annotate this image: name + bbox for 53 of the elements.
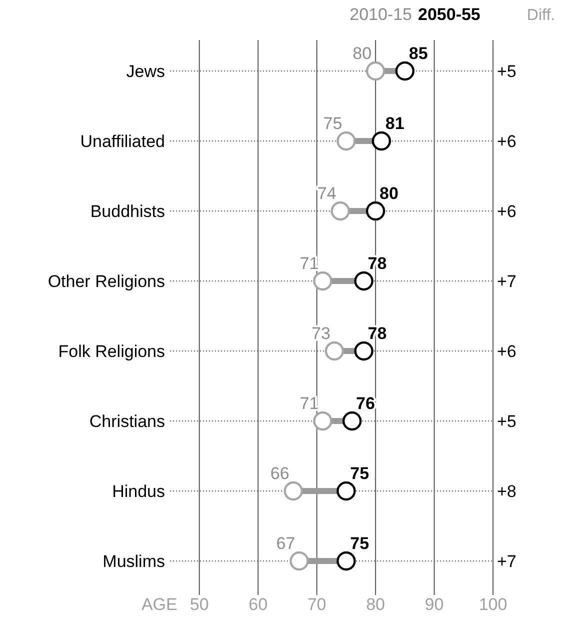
point	[366, 201, 386, 221]
point	[372, 131, 392, 151]
point	[313, 411, 332, 431]
text: +7	[497, 272, 516, 291]
y-tick-label: Christians	[89, 412, 165, 431]
data-label: 85	[408, 44, 428, 63]
text: 2010-15	[350, 5, 412, 24]
x-tick-label: 50	[190, 595, 209, 614]
x-tick-label: 60	[248, 595, 268, 614]
text: +8	[497, 482, 516, 501]
data-label: 80	[352, 44, 372, 63]
y-tick-label: Other Religions	[48, 272, 165, 291]
y-tick-label: Buddhists	[90, 202, 165, 221]
x-axis-title: AGE	[141, 595, 178, 614]
y-tick-label: Folk Religions	[58, 342, 165, 361]
point	[354, 271, 374, 291]
text: Diff.	[526, 7, 556, 24]
data-label: 74	[317, 184, 336, 203]
data-label: 75	[350, 464, 370, 483]
text: +7	[497, 552, 516, 571]
point	[354, 341, 374, 361]
point	[324, 341, 344, 361]
point	[395, 61, 415, 81]
data-label: 80	[380, 184, 398, 203]
text: +5	[497, 412, 516, 431]
y-tick-label: Jews	[126, 62, 165, 81]
text: +5	[497, 62, 516, 81]
point	[366, 61, 386, 81]
point	[290, 551, 309, 571]
point	[336, 131, 356, 151]
point	[313, 271, 332, 291]
point	[336, 551, 356, 571]
y-tick-label: Muslims	[102, 552, 165, 571]
point	[336, 481, 356, 501]
point	[284, 481, 303, 501]
text: 2050-55	[418, 5, 480, 24]
x-tick-label: 90	[424, 595, 444, 614]
data-label: 67	[276, 534, 296, 553]
x-tick-label: 80	[366, 595, 386, 614]
data-label: 76	[356, 394, 375, 413]
point	[342, 411, 362, 431]
data-label: 66	[270, 464, 290, 483]
x-tick-label: 100	[478, 595, 508, 614]
text: +6	[497, 132, 516, 151]
y-tick-label: Hindus	[112, 482, 165, 501]
y-tick-label: Unaffiliated	[80, 132, 165, 151]
data-label: 75	[323, 114, 342, 133]
text: +6	[497, 342, 516, 361]
text: +6	[497, 202, 516, 221]
point	[330, 201, 350, 221]
data-label: 81	[385, 114, 404, 133]
data-label: 75	[350, 534, 370, 553]
x-tick-label: 70	[307, 595, 326, 614]
